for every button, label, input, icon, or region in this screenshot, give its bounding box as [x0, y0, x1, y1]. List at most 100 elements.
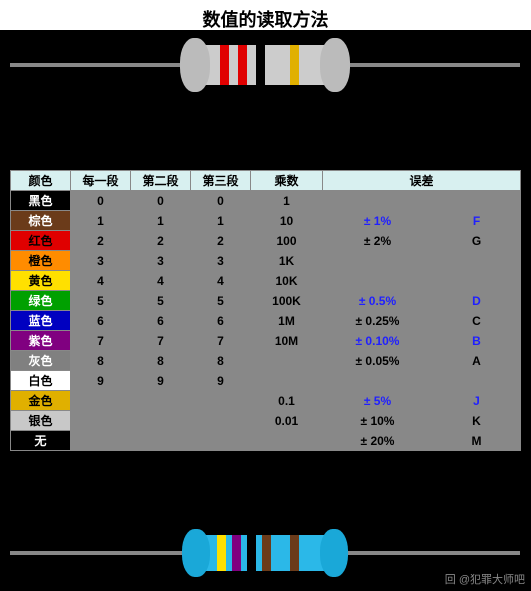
table-cell: 7: [131, 331, 191, 351]
table-cell: 2: [71, 231, 131, 251]
table-cell: [71, 411, 131, 431]
table-cell: 0: [71, 191, 131, 211]
resistor-lead: [345, 551, 520, 555]
color-swatch: 橙色: [11, 251, 71, 271]
table-cell: 3: [131, 251, 191, 271]
table-row: 红色222100± 2%G: [11, 231, 521, 251]
table-cell: 9: [131, 371, 191, 391]
table-cell: [191, 411, 251, 431]
code-cell: M: [433, 431, 521, 451]
color-swatch: 黑色: [11, 191, 71, 211]
resistor-band: [232, 535, 241, 571]
watermark-text: @犯罪大师吧: [459, 574, 525, 586]
tolerance-cell: [323, 371, 433, 391]
table-cell: 5: [131, 291, 191, 311]
arrow-line: [160, 90, 244, 157]
color-swatch: 蓝色: [11, 311, 71, 331]
tolerance-cell: [323, 271, 433, 291]
table-header: 乘数: [251, 171, 323, 191]
arrow-head: [155, 157, 165, 165]
code-cell: G: [433, 231, 521, 251]
tolerance-cell: ± 0.25%: [323, 311, 433, 331]
resistor-band: [256, 45, 265, 85]
code-cell: F: [433, 211, 521, 231]
arrow-line: [222, 468, 252, 530]
table-cell: 8: [131, 351, 191, 371]
table-row: 绿色555100K± 0.5%D: [11, 291, 521, 311]
table-cell: 0.01: [251, 411, 323, 431]
arrow-head: [155, 460, 165, 468]
root: 数值的读取方法 颜色每一段第二段第三段乘数误差黑色0001棕色11110± 1%…: [0, 0, 531, 591]
table-cell: [71, 431, 131, 451]
arrow-head: [95, 460, 105, 468]
tolerance-cell: ± 0.5%: [323, 291, 433, 311]
tolerance-cell: [323, 251, 433, 271]
table-cell: [191, 391, 251, 411]
code-cell: B: [433, 331, 521, 351]
table-cell: 3: [71, 251, 131, 271]
table-cell: 4: [131, 271, 191, 291]
arrow-head: [280, 460, 290, 468]
code-cell: K: [433, 411, 521, 431]
table-header: 第二段: [131, 171, 191, 191]
table-row: 紫色77710M± 0.10%B: [11, 331, 521, 351]
color-code-table: 颜色每一段第二段第三段乘数误差黑色0001棕色11110± 1%F红色22210…: [10, 170, 521, 451]
arrow-head: [407, 157, 417, 165]
resistor-cap: [180, 38, 210, 92]
arrow-line: [296, 90, 412, 157]
tolerance-cell: ± 0.05%: [323, 351, 433, 371]
color-swatch: 灰色: [11, 351, 71, 371]
color-swatch: 银色: [11, 411, 71, 431]
table-header: 误差: [323, 171, 521, 191]
table-row: 银色0.01± 10%K: [11, 411, 521, 431]
arrow-head: [217, 460, 227, 468]
code-cell: A: [433, 351, 521, 371]
tolerance-cell: ± 0.10%: [323, 331, 433, 351]
table-cell: 5: [71, 291, 131, 311]
table-row: 灰色888± 0.05%A: [11, 351, 521, 371]
table-cell: 10K: [251, 271, 323, 291]
color-swatch: 无: [11, 431, 71, 451]
watermark: 回 @犯罪大师吧: [445, 571, 525, 587]
table-cell: [191, 431, 251, 451]
table-row: 蓝色6661M± 0.25%C: [11, 311, 521, 331]
table-cell: 1: [71, 211, 131, 231]
table-cell: 4: [71, 271, 131, 291]
code-cell: [433, 251, 521, 271]
table-cell: 1: [191, 211, 251, 231]
resistor-cap: [320, 529, 348, 577]
tolerance-cell: ± 20%: [323, 431, 433, 451]
table-row: 白色999: [11, 371, 521, 391]
table-cell: 1M: [251, 311, 323, 331]
arrow-line: [267, 468, 285, 530]
table-cell: [251, 351, 323, 371]
code-cell: D: [433, 291, 521, 311]
resistor-cap: [320, 38, 350, 92]
table-cell: 0.1: [251, 391, 323, 411]
code-cell: [433, 191, 521, 211]
table-cell: [251, 431, 323, 451]
tolerance-cell: ± 5%: [323, 391, 433, 411]
arrow-line: [100, 90, 226, 157]
table-row: 黄色44410K: [11, 271, 521, 291]
table-row: 黑色0001: [11, 191, 521, 211]
arrow-line: [295, 468, 412, 530]
resistor-band: [238, 45, 247, 85]
tolerance-cell: [323, 191, 433, 211]
table-header: 第三段: [191, 171, 251, 191]
table-cell: [131, 431, 191, 451]
resistor-lead: [10, 63, 185, 67]
code-cell: [433, 271, 521, 291]
resistor-band: [217, 535, 226, 571]
code-cell: C: [433, 311, 521, 331]
color-swatch: 金色: [11, 391, 71, 411]
table-cell: 4: [191, 271, 251, 291]
table-cell: 6: [191, 311, 251, 331]
resistor-band: [290, 45, 299, 85]
arrow-head: [407, 460, 417, 468]
resistor-cap: [182, 529, 210, 577]
resistor-band: [262, 535, 271, 571]
arrow-head: [280, 157, 290, 165]
arrow-line: [160, 468, 237, 530]
arrow-line: [100, 468, 222, 530]
